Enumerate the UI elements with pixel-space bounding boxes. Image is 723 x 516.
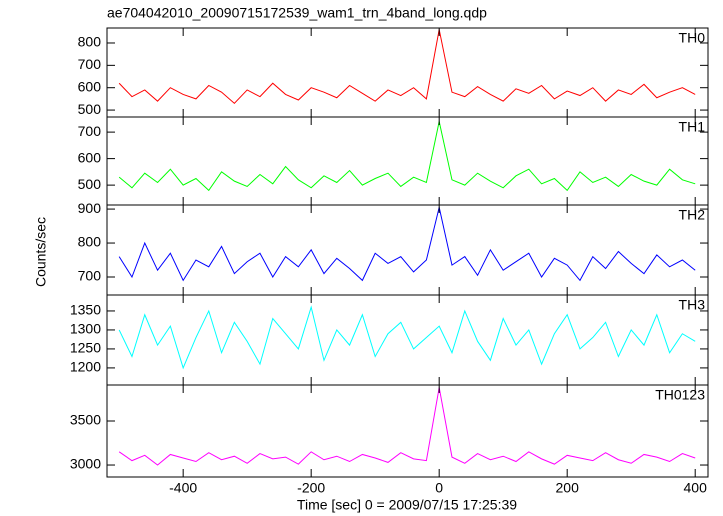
chart-title: ae704042010_20090715172539_wam1_trn_4ban… bbox=[107, 5, 487, 21]
y-tick-label: 3000 bbox=[70, 456, 101, 472]
x-tick-label: -200 bbox=[297, 480, 325, 496]
panel-frame bbox=[106, 27, 709, 118]
panel-frame bbox=[106, 204, 709, 296]
y-tick-label: 700 bbox=[78, 123, 102, 139]
x-tick-label: 400 bbox=[684, 480, 708, 496]
y-tick-label: 1250 bbox=[70, 340, 101, 356]
panel-label: TH2 bbox=[679, 207, 706, 223]
y-axis-label: Counts/sec bbox=[33, 217, 49, 287]
x-tick-label: 0 bbox=[435, 480, 443, 496]
x-axis-label: Time [sec] 0 = 2009/07/15 17:25:39 bbox=[297, 497, 517, 513]
y-tick-label: 500 bbox=[78, 176, 102, 192]
panel-frame bbox=[106, 384, 709, 478]
light-curve bbox=[118, 387, 696, 466]
x-tick-label: -400 bbox=[169, 480, 197, 496]
y-tick-label: 1200 bbox=[70, 359, 101, 375]
y-tick-label: 500 bbox=[78, 101, 102, 117]
panel-label: TH0 bbox=[679, 30, 706, 46]
light-curve bbox=[118, 29, 696, 105]
panel-label: TH1 bbox=[679, 119, 706, 135]
panel-frame bbox=[106, 116, 709, 206]
y-tick-label: 1300 bbox=[70, 321, 101, 337]
panel-label: TH3 bbox=[679, 297, 706, 313]
light-curve bbox=[118, 207, 696, 282]
y-tick-label: 700 bbox=[78, 268, 102, 284]
y-tick-label: 900 bbox=[78, 200, 102, 216]
panel-frame bbox=[106, 294, 709, 386]
y-tick-label: 700 bbox=[78, 56, 102, 72]
light-curve bbox=[118, 121, 696, 192]
x-tick-label: 200 bbox=[556, 480, 580, 496]
light-curve bbox=[118, 305, 696, 370]
y-tick-label: 800 bbox=[78, 234, 102, 250]
y-tick-label: 1350 bbox=[70, 302, 101, 318]
y-tick-label: 3500 bbox=[70, 412, 101, 428]
y-tick-label: 600 bbox=[78, 149, 102, 165]
y-tick-label: 800 bbox=[78, 34, 102, 50]
panel-label: TH0123 bbox=[655, 387, 705, 403]
y-tick-label: 600 bbox=[78, 78, 102, 94]
